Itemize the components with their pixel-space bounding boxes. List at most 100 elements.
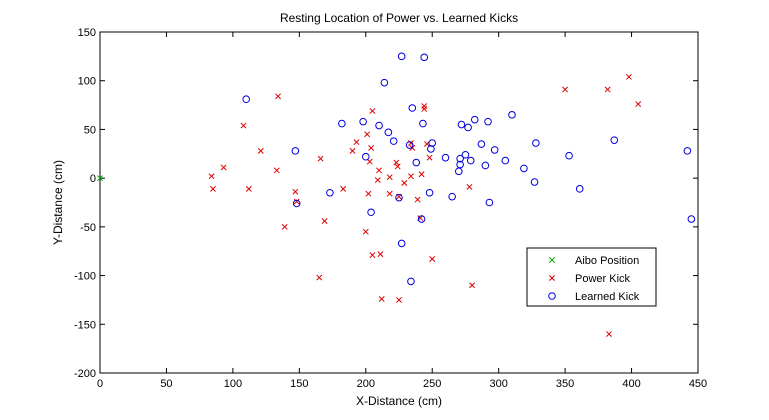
learned-kick-point xyxy=(292,199,301,208)
learned-kick-point xyxy=(361,152,370,161)
learned-kick-point xyxy=(384,128,393,137)
learned-kick-point xyxy=(419,119,427,128)
legend-marker-learned-kick xyxy=(548,292,556,300)
power-kick-point xyxy=(394,163,401,170)
learned-kick-point xyxy=(530,178,539,186)
plot-area xyxy=(99,31,699,374)
power-kick-point xyxy=(208,173,215,180)
y-tick-label: -50 xyxy=(80,222,96,234)
learned-kick-point xyxy=(461,150,470,159)
power-kick-point xyxy=(362,228,369,235)
learned-kick-point xyxy=(420,53,429,62)
power-kick-point xyxy=(421,103,428,109)
power-kick-point xyxy=(240,122,247,129)
x-axis-label: X-Distance (cm) xyxy=(356,394,442,408)
x-tick-label: 50 xyxy=(160,378,172,390)
learned-kick-point xyxy=(477,140,486,148)
learned-kick-point xyxy=(375,121,383,130)
power-kick-point xyxy=(469,282,476,289)
learned-kick-point xyxy=(508,111,516,119)
y-tick-label: 100 xyxy=(78,76,96,88)
legend: Aibo Position Power Kick Learned Kick xyxy=(526,247,657,307)
learned-kick-point xyxy=(520,164,528,173)
learned-kick-point xyxy=(427,145,435,153)
y-tick-label: 0 xyxy=(90,173,96,185)
power-kick-point xyxy=(401,180,408,186)
power-kick-point xyxy=(635,101,642,108)
power-kick-point xyxy=(317,155,324,162)
power-kick-point xyxy=(293,198,300,205)
learned-kick-point xyxy=(428,139,437,147)
power-kick-point xyxy=(353,139,360,146)
learned-kick-point xyxy=(610,136,619,144)
power-kick-point xyxy=(429,256,436,262)
learned-kick-point xyxy=(470,115,479,124)
power-kick-point xyxy=(606,331,612,337)
power-kick-point xyxy=(418,171,425,178)
learned-kick-point xyxy=(389,137,398,145)
x-tick-label: 0 xyxy=(97,378,103,390)
power-kick-point xyxy=(604,86,611,93)
x-tick-label: 450 xyxy=(689,378,707,390)
legend-label-learned-kick: Learned Kick xyxy=(575,291,640,303)
power-kick-point xyxy=(321,218,328,224)
learned-kick-point xyxy=(485,198,494,207)
x-tick-label: 150 xyxy=(290,378,308,390)
x-tick-label: 100 xyxy=(224,378,242,390)
learned-kick-point xyxy=(565,151,573,160)
learned-kick-point xyxy=(395,193,403,202)
learned-kick-point xyxy=(417,215,426,223)
power-kick-point xyxy=(275,93,282,100)
power-kick-point xyxy=(257,147,264,154)
power-kick-point xyxy=(349,147,356,154)
legend-box xyxy=(526,247,657,307)
power-kick-point xyxy=(366,158,373,165)
learned-kick-point xyxy=(456,154,464,163)
power-kick-point xyxy=(414,196,421,203)
x-tick-label: 300 xyxy=(489,378,507,390)
learned-kick-point xyxy=(464,123,472,132)
power-kick-point xyxy=(393,159,400,166)
x-tick-label: 250 xyxy=(423,378,441,390)
power-kick-point xyxy=(396,296,402,303)
data-points xyxy=(97,52,696,337)
power-kick-point xyxy=(273,167,280,174)
power-kick-point xyxy=(409,144,416,151)
learned-kick-point xyxy=(448,192,456,201)
power-kick-point xyxy=(245,185,252,192)
legend-marker-aibo-position xyxy=(549,257,555,263)
power-kick-point xyxy=(369,107,376,114)
learned-kick-point xyxy=(242,95,250,104)
learned-kick-point xyxy=(456,160,464,169)
power-kick-point xyxy=(562,86,569,93)
learned-kick-point xyxy=(397,52,406,61)
learned-kick-point xyxy=(412,158,421,167)
learned-kick-point xyxy=(683,147,692,155)
power-kick-point xyxy=(368,144,375,151)
power-kick-point xyxy=(377,251,384,258)
power-kick-point xyxy=(466,183,473,190)
learned-kick-point xyxy=(484,117,492,126)
x-tick-label: 350 xyxy=(556,378,574,390)
power-kick-point xyxy=(408,173,414,180)
power-kick-point xyxy=(376,167,383,174)
learned-kick-point xyxy=(466,156,475,165)
legend-label-power-kick: Power Kick xyxy=(575,273,631,285)
learned-kick-point xyxy=(405,141,414,149)
power-kick-point xyxy=(365,190,372,197)
power-kick-point xyxy=(374,177,381,184)
learned-kick-point xyxy=(380,78,389,87)
chart-title: Resting Location of Power vs. Learned Ki… xyxy=(280,11,518,25)
learned-kick-point xyxy=(326,188,334,197)
y-tick-label: -100 xyxy=(74,271,96,283)
learned-kick-point xyxy=(397,239,406,248)
learned-kick-point xyxy=(359,117,367,126)
power-kick-point xyxy=(220,164,227,171)
learned-kick-point xyxy=(367,208,375,217)
power-kick-point xyxy=(364,131,371,138)
power-kick-point xyxy=(369,252,376,259)
power-kick-point xyxy=(625,73,632,80)
learned-kick-point xyxy=(441,153,450,162)
power-kick-point xyxy=(426,154,433,161)
